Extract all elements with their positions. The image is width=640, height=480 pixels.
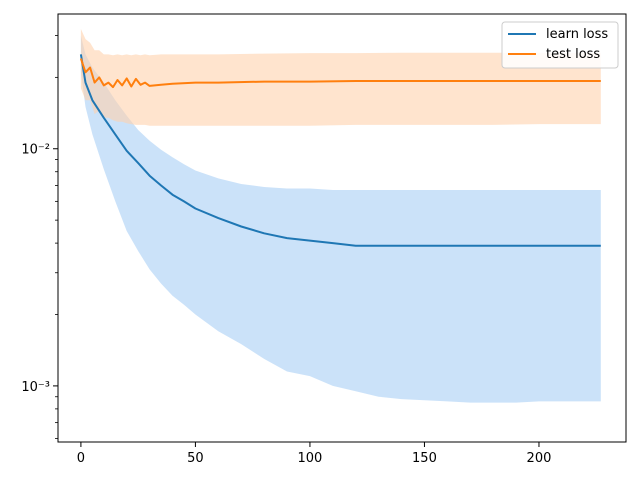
series-lines (79, 54, 601, 247)
x-axis: 0 50 100 150 200 (77, 442, 552, 466)
line-test-loss (79, 58, 601, 89)
legend-label-test-loss: test loss (546, 47, 600, 62)
y-tick-label: 10⁻² (21, 143, 50, 158)
x-tick-label: 50 (187, 451, 204, 466)
band-learn-loss (80, 35, 601, 403)
band-test-loss (80, 29, 601, 126)
plot-frame (57, 13, 627, 443)
y-axis: 10⁻³ 10⁻² (21, 35, 58, 439)
line-learn-loss (79, 54, 601, 247)
legend: learn loss test loss (501, 21, 619, 69)
confidence-bands (80, 29, 601, 403)
y-tick-label: 10⁻³ (21, 380, 50, 395)
x-tick-label: 100 (298, 451, 323, 466)
x-tick-label: 0 (77, 451, 85, 466)
legend-label-learn-loss: learn loss (546, 27, 608, 42)
x-tick-label: 150 (412, 451, 437, 466)
x-tick-label: 200 (527, 451, 552, 466)
